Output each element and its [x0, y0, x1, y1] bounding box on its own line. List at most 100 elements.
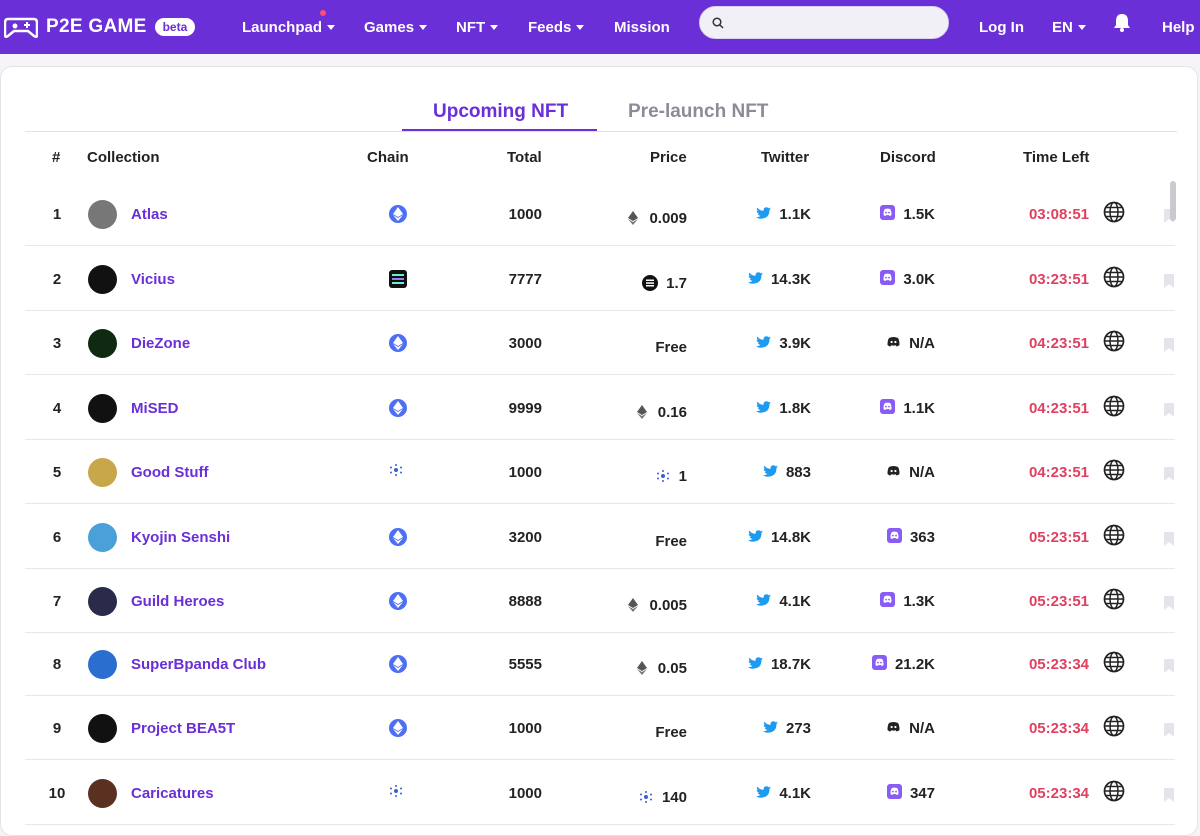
- header-twitter[interactable]: Twitter: [761, 149, 810, 166]
- table-row[interactable]: 9 Project BEA5T 1000 Free 273 N/A 05:23:34: [25, 696, 1175, 760]
- website-link[interactable]: [1103, 247, 1127, 311]
- bookmark-icon[interactable]: [1163, 722, 1175, 738]
- collection-name[interactable]: Vicius: [131, 270, 175, 288]
- header-discord[interactable]: Discord: [880, 149, 936, 166]
- header-collection[interactable]: Collection: [87, 149, 160, 166]
- collection-name[interactable]: Project BEA5T: [131, 719, 236, 737]
- twitter-cell[interactable]: 4.1K: [685, 761, 811, 825]
- website-link[interactable]: [1103, 569, 1127, 633]
- discord-cell[interactable]: 21.2K: [805, 632, 935, 696]
- discord-cell[interactable]: 3.0K: [805, 247, 935, 311]
- twitter-followers: 1.1K: [779, 205, 811, 223]
- collection-cell[interactable]: DieZone: [88, 311, 348, 375]
- twitter-cell[interactable]: 14.3K: [685, 247, 811, 311]
- collection-cell[interactable]: SuperBpanda Club: [88, 632, 348, 696]
- login-link[interactable]: Log In: [979, 0, 1024, 54]
- collection-cell[interactable]: Project BEA5T: [88, 696, 348, 760]
- tab-pre-launch-nft[interactable]: Pre-launch NFT: [628, 101, 769, 122]
- discord-icon: [880, 591, 896, 611]
- collection-name[interactable]: Good Stuff: [131, 463, 209, 481]
- twitter-cell[interactable]: 14.8K: [685, 505, 811, 569]
- table-row[interactable]: 8 SuperBpanda Club 5555 0.05 18.7K 21.2K 05:23…: [25, 632, 1175, 696]
- discord-cell[interactable]: 1.1K: [805, 376, 935, 440]
- cardano-price-icon: [655, 468, 671, 484]
- table-row[interactable]: 10 Caricatures 1000 140 4.1K 347 05:23:34: [25, 761, 1175, 825]
- discord-cell[interactable]: 1.5K: [805, 182, 935, 246]
- discord-icon: [886, 335, 901, 352]
- twitter-cell[interactable]: 883: [685, 440, 811, 504]
- collection-cell[interactable]: MiSED: [88, 376, 348, 440]
- brand[interactable]: P2E GAME beta: [4, 15, 196, 39]
- discord-cell[interactable]: 1.3K: [805, 569, 935, 633]
- collection-name[interactable]: MiSED: [131, 399, 179, 417]
- table-row[interactable]: 2 Vicius 7777 1.7 14.3K 3.0K 03:23:51: [25, 247, 1175, 311]
- bookmark-icon[interactable]: [1163, 402, 1175, 418]
- table-row[interactable]: 5 Good Stuff 1000 1 883 N/A 04:23:51: [25, 440, 1175, 504]
- twitter-cell[interactable]: 3.9K: [685, 311, 811, 375]
- header-price[interactable]: Price: [650, 149, 687, 166]
- collection-cell[interactable]: Guild Heroes: [88, 569, 348, 633]
- collection-name[interactable]: Atlas: [131, 205, 168, 223]
- bookmark-icon[interactable]: [1163, 273, 1175, 289]
- twitter-cell[interactable]: 4.1K: [685, 569, 811, 633]
- website-link[interactable]: [1103, 632, 1127, 696]
- table-row[interactable]: 6 Kyojin Senshi 3200 Free 14.8K 363 05:23:51: [25, 505, 1175, 569]
- collection-cell[interactable]: Caricatures: [88, 761, 348, 825]
- nav-mission[interactable]: Mission: [614, 0, 670, 54]
- bookmark-icon[interactable]: [1163, 595, 1175, 611]
- website-link[interactable]: [1103, 376, 1127, 440]
- twitter-cell[interactable]: 1.1K: [685, 182, 811, 246]
- nav-games[interactable]: Games: [364, 0, 428, 54]
- collection-name[interactable]: Guild Heroes: [131, 592, 225, 610]
- price-cell: 1.7: [565, 251, 687, 315]
- website-link[interactable]: [1103, 440, 1127, 504]
- discord-cell[interactable]: N/A: [805, 311, 935, 375]
- table-row[interactable]: 3 DieZone 3000 Free 3.9K N/A 04:23:51: [25, 311, 1175, 375]
- discord-cell[interactable]: N/A: [805, 696, 935, 760]
- website-link[interactable]: [1103, 182, 1127, 246]
- discord-cell[interactable]: 363: [805, 505, 935, 569]
- collection-cell[interactable]: Vicius: [88, 247, 348, 311]
- price-value: Free: [655, 532, 687, 550]
- row-number: 9: [52, 719, 62, 737]
- bookmark-icon[interactable]: [1163, 658, 1175, 674]
- nav-launchpad[interactable]: Launchpad: [242, 0, 336, 54]
- website-link[interactable]: [1103, 696, 1127, 760]
- search-box[interactable]: [699, 6, 949, 39]
- collection-cell[interactable]: Kyojin Senshi: [88, 505, 348, 569]
- twitter-cell[interactable]: 18.7K: [685, 632, 811, 696]
- header-chain[interactable]: Chain: [367, 149, 409, 166]
- nav-nft[interactable]: NFT: [456, 0, 499, 54]
- search-input[interactable]: [732, 15, 932, 30]
- collection-cell[interactable]: Good Stuff: [88, 440, 348, 504]
- collection-cell[interactable]: Atlas: [88, 182, 348, 246]
- scrollbar-thumb[interactable]: [1170, 181, 1176, 221]
- bookmark-icon[interactable]: [1163, 531, 1175, 547]
- collection-name[interactable]: Kyojin Senshi: [131, 528, 231, 546]
- twitter-cell[interactable]: 1.8K: [685, 376, 811, 440]
- collection-name[interactable]: Caricatures: [131, 784, 214, 802]
- discord-cell[interactable]: N/A: [805, 440, 935, 504]
- bookmark-icon[interactable]: [1163, 337, 1175, 353]
- website-link[interactable]: [1103, 761, 1127, 825]
- tab-upcoming-nft[interactable]: Upcoming NFT: [433, 101, 569, 122]
- twitter-followers: 14.8K: [770, 528, 811, 546]
- twitter-cell[interactable]: 273: [685, 696, 811, 760]
- header-time-left[interactable]: Time Left: [1023, 149, 1090, 166]
- website-link[interactable]: [1103, 505, 1127, 569]
- language-selector[interactable]: EN: [1052, 0, 1086, 54]
- collection-name[interactable]: DieZone: [131, 334, 191, 352]
- table-row[interactable]: 1 Atlas 1000 0.009 1.1K 1.5K 03:08:51: [25, 182, 1175, 246]
- bookmark-icon[interactable]: [1163, 466, 1175, 482]
- bell-icon[interactable]: [1112, 12, 1132, 32]
- nav-feeds[interactable]: Feeds: [528, 0, 585, 54]
- table-row[interactable]: 7 Guild Heroes 8888 0.005 4.1K 1.3K 05:23:51: [25, 569, 1175, 633]
- help-link[interactable]: Help: [1162, 0, 1195, 54]
- bookmark-icon[interactable]: [1163, 787, 1175, 803]
- row-number: 1: [52, 205, 62, 223]
- header-total[interactable]: Total: [507, 149, 542, 166]
- discord-cell[interactable]: 347: [805, 761, 935, 825]
- website-link[interactable]: [1103, 311, 1127, 375]
- table-row[interactable]: 4 MiSED 9999 0.16 1.8K 1.1K 04:23:51: [25, 376, 1175, 440]
- collection-name[interactable]: SuperBpanda Club: [131, 655, 267, 673]
